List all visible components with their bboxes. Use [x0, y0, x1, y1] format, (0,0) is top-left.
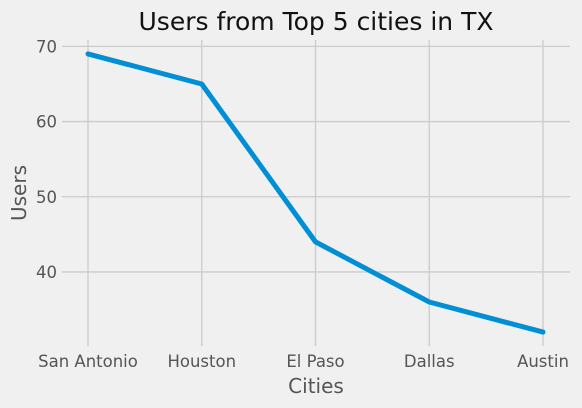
chart-title: Users from Top 5 cities in TX	[139, 7, 494, 36]
x-tick-label: Austin	[517, 352, 569, 371]
y-axis-label: Users	[7, 165, 31, 221]
x-axis-label: Cities	[288, 374, 344, 398]
y-tick-label: 60	[36, 113, 57, 132]
x-tick-label: Houston	[167, 352, 236, 371]
x-grid	[87, 40, 544, 346]
y-tick-labels: 40 50 60 70	[36, 37, 57, 282]
y-grid	[62, 45, 570, 273]
y-tick-label: 50	[36, 188, 57, 207]
y-tick-label: 40	[36, 263, 57, 282]
series-line	[85, 51, 546, 335]
x-tick-labels: San Antonio Houston El Paso Dallas Austin	[38, 352, 569, 371]
x-tick-label: El Paso	[286, 352, 344, 371]
series-group	[85, 51, 546, 335]
x-tick-label: Dallas	[404, 352, 455, 371]
x-tick-label: San Antonio	[38, 352, 138, 371]
y-tick-label: 70	[36, 37, 57, 56]
